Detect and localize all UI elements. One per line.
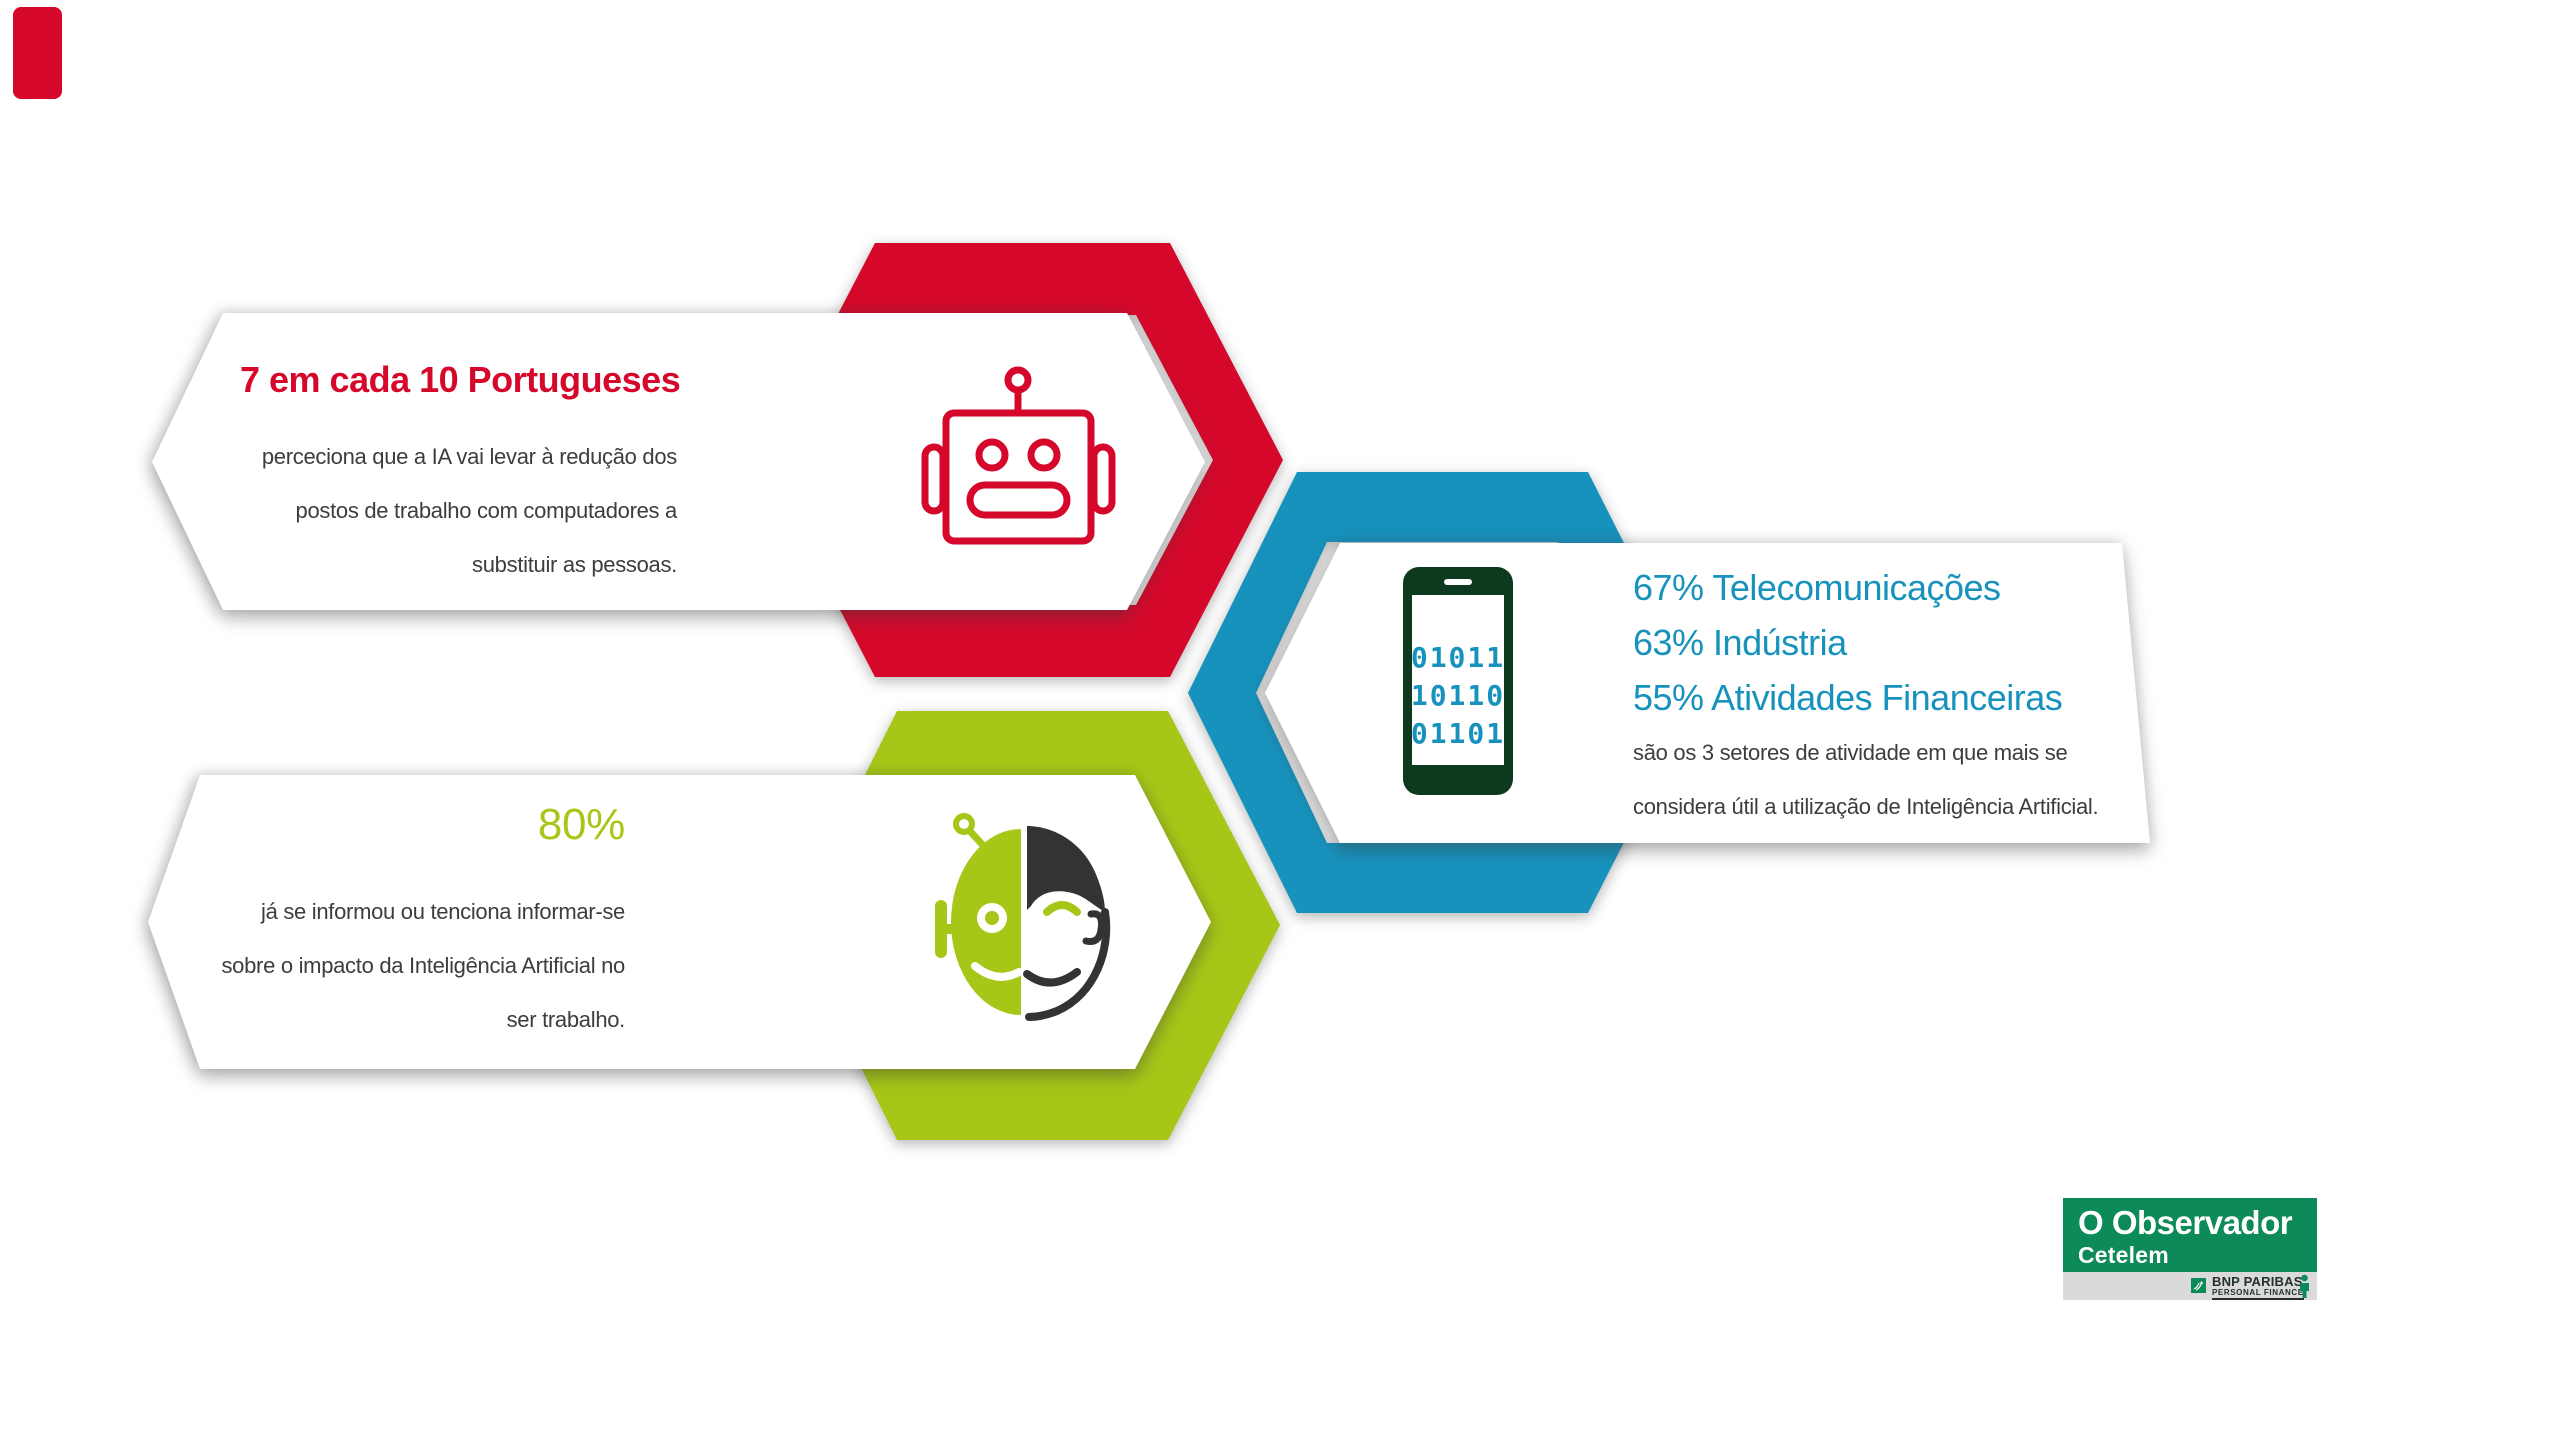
logo-green-box: O Observador Cetelem [2063, 1198, 2317, 1272]
blue-card-stats: 67% Telecomunicações 63% Indústria 55% A… [1633, 560, 2193, 725]
robot-icon [921, 366, 1116, 545]
bnp-paribas-text: BNP PARIBAS PERSONAL FINANCE [2212, 1274, 2304, 1300]
half-robot-half-human-face-icon [935, 813, 1111, 1021]
bnp-mascot-icon [2300, 1274, 2309, 1298]
personal-finance-label: PERSONAL FINANCE [2212, 1288, 2304, 1300]
red-card-body-line: substituir as pessoas. [472, 552, 677, 577]
red-card-body: perceciona que a IA vai levar à redução … [207, 430, 677, 592]
smartphone-binary-icon: 01011 10110 01101 [1403, 567, 1513, 795]
observador-cetelem-logo: O Observador Cetelem BNP PARIBAS PERSONA… [2063, 1198, 2317, 1300]
green-card-body-line: sobre o impacto da Inteligência Artifici… [221, 953, 625, 978]
blue-card-body-line: considera útil a utilização de Inteligên… [1633, 794, 2099, 819]
binary-row: 10110 [1411, 679, 1505, 712]
logo-subbrand: Cetelem [2078, 1242, 2169, 1268]
red-card-title: 7 em cada 10 Portugueses [240, 359, 681, 400]
red-card-body-line: perceciona que a IA vai levar à redução … [261, 444, 677, 469]
blue-stat-industria: 63% Indústria [1633, 622, 1847, 663]
green-card-panel [148, 775, 1211, 1069]
red-card-body-line: postos de trabalho com computadores a [295, 498, 678, 523]
green-card-body-line: já se informou ou tenciona informar-se [260, 899, 625, 924]
red-card-panel [152, 313, 1205, 610]
blue-stat-financeiras: 55% Atividades Financeiras [1633, 677, 2063, 718]
green-card-stat: 80% [537, 800, 625, 849]
blue-card-body-line: são os 3 setores de atividade em que mai… [1633, 740, 2068, 765]
blue-card-body: são os 3 setores de atividade em que mai… [1633, 726, 2193, 834]
green-card-body-line: ser trabalho. [506, 1007, 626, 1032]
bnp-paribas-strip: BNP PARIBAS PERSONAL FINANCE [2063, 1272, 2317, 1300]
blue-stat-telecom: 67% Telecomunicações [1633, 567, 2001, 608]
red-corner-mark [13, 7, 62, 99]
binary-row: 01101 [1411, 717, 1505, 750]
bnp-paribas-emblem-icon [2191, 1278, 2206, 1293]
green-hexagon [790, 711, 1280, 1140]
binary-row: 01011 [1411, 641, 1505, 674]
green-card-body: já se informou ou tenciona informar-se s… [185, 885, 625, 1047]
logo-brand: O Observador [2078, 1204, 2293, 1241]
bnp-paribas-label: BNP PARIBAS [2212, 1274, 2303, 1289]
